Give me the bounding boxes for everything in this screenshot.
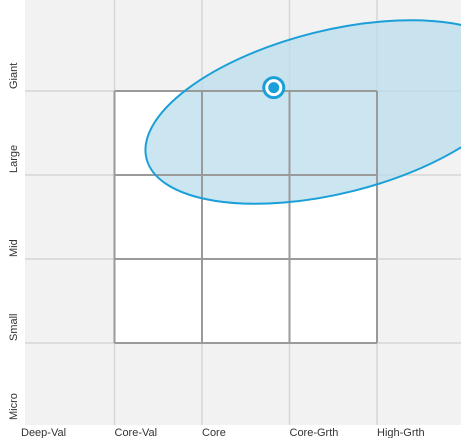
y-tick-label-mid: Mid <box>8 239 20 257</box>
x-axis-ticks: Deep-Val Core-Val Core Core-Grth High-Grth <box>21 427 425 438</box>
marks <box>144 19 461 205</box>
y-tick-label-micro: Micro <box>8 393 20 420</box>
x-tick-label-deep-val: Deep-Val <box>21 427 66 438</box>
data-point <box>268 82 280 94</box>
x-tick-label-high-grth: High-Grth <box>377 427 425 438</box>
style-box <box>113 20 461 344</box>
y-tick-label-large: Large <box>8 145 20 173</box>
x-tick-label-core-val: Core-Val <box>115 427 158 438</box>
ellipse-outline <box>144 19 461 205</box>
y-axis-ticks: Micro Small Mid Large Giant <box>8 63 20 420</box>
y-tick-label-small: Small <box>8 313 20 341</box>
x-tick-label-core-grth: Core-Grth <box>290 427 339 438</box>
y-tick-label-giant: Giant <box>8 63 20 89</box>
ellipse-fill <box>145 20 461 204</box>
x-tick-label-core: Core <box>202 427 226 438</box>
